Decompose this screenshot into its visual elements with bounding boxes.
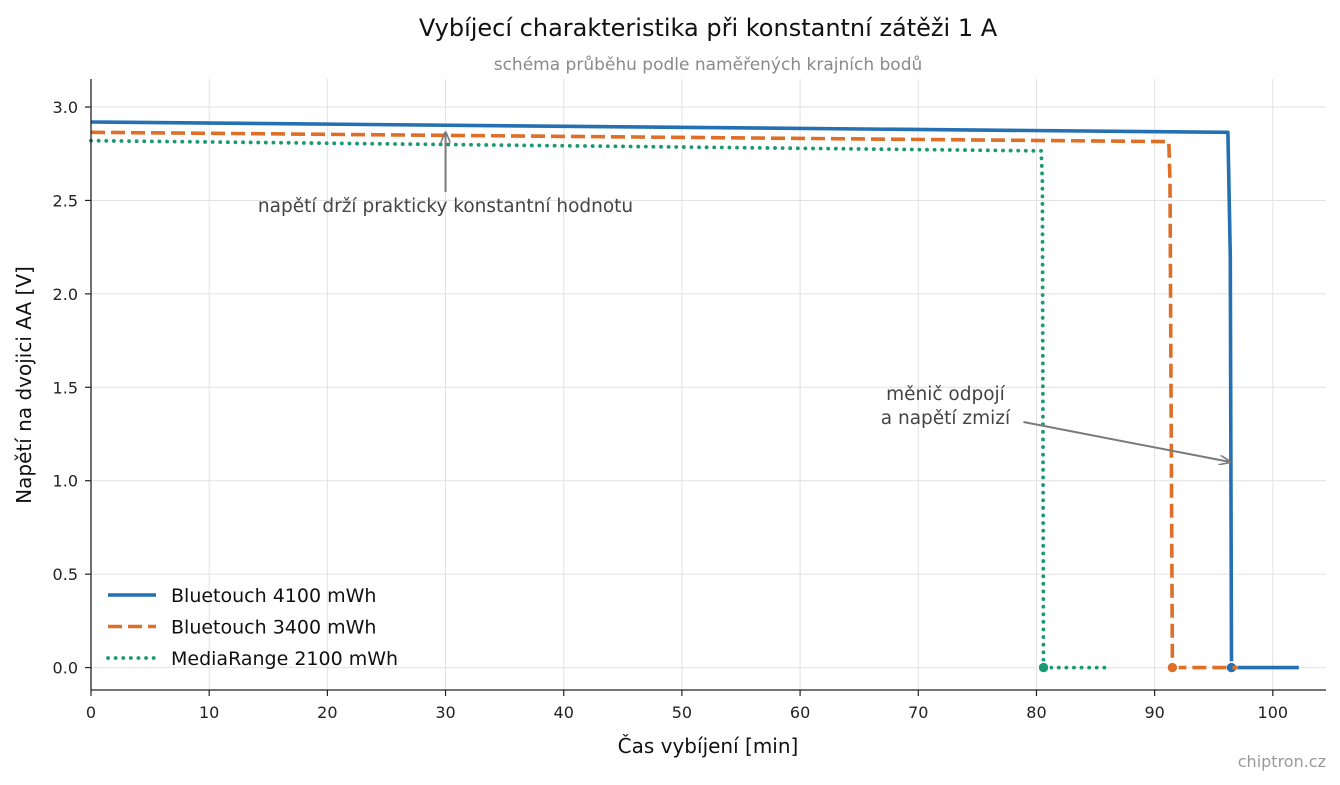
annotation-text-constant: napětí drží prakticky konstantní hodnotu	[258, 196, 633, 217]
annotation-text-cutoff: a napětí zmizí	[881, 408, 1011, 429]
legend-label-0: Bluetouch 4100 mWh	[171, 585, 376, 607]
y-tick-label: 2.0	[53, 285, 78, 304]
x-axis-label: Čas vybíjení [min]	[618, 734, 799, 758]
x-ticks: 0 10 20 30 40 50 60 70 80 90 100	[86, 690, 1288, 722]
y-axis-label: Napětí na dvojici AA [V]	[12, 266, 36, 504]
credit-text: chiptron.cz	[1238, 752, 1326, 771]
y-tick-label: 1.5	[53, 378, 78, 397]
annotation-text-cutoff: měnič odpojí	[886, 384, 1006, 405]
x-tick-label: 10	[199, 703, 219, 722]
y-tick-label: 2.5	[53, 191, 78, 210]
x-tick-label: 20	[317, 703, 337, 722]
x-tick-label: 60	[790, 703, 810, 722]
x-tick-label: 80	[1026, 703, 1046, 722]
series-line-1	[90, 130, 1175, 668]
chart-title: Vybíjecí charakteristika při konstantní …	[419, 14, 998, 42]
series-line-2	[89, 138, 1046, 670]
series-endpoint-2	[1037, 661, 1050, 674]
x-tick-label: 90	[1144, 703, 1164, 722]
legend: Bluetouch 4100 mWh Bluetouch 3400 mWh Medi…	[106, 585, 398, 670]
annotations: napětí drží prakticky konstantní hodnotu…	[258, 132, 1230, 462]
x-tick-label: 0	[86, 703, 96, 722]
x-tick-label: 40	[554, 703, 574, 722]
y-tick-label: 1.0	[53, 472, 78, 491]
legend-label-1: Bluetouch 3400 mWh	[171, 617, 376, 639]
y-ticks: 0.0 0.5 1.0 1.5 2.0 2.5 3.0	[53, 98, 91, 678]
x-tick-label: 100	[1258, 703, 1289, 722]
y-tick-label: 3.0	[53, 98, 78, 117]
y-tick-label: 0.0	[53, 659, 78, 678]
chart-subtitle: schéma průběhu podle naměřených krajních…	[494, 55, 923, 75]
series-endpoint-1	[1166, 661, 1179, 674]
grid	[90, 79, 1326, 690]
legend-label-2: MediaRange 2100 mWh	[171, 648, 398, 670]
annotation-arrow-cutoff	[1023, 421, 1230, 462]
x-tick-label: 50	[672, 703, 692, 722]
x-tick-label: 70	[908, 703, 928, 722]
x-tick-label: 30	[435, 703, 455, 722]
y-tick-label: 0.5	[53, 565, 78, 584]
